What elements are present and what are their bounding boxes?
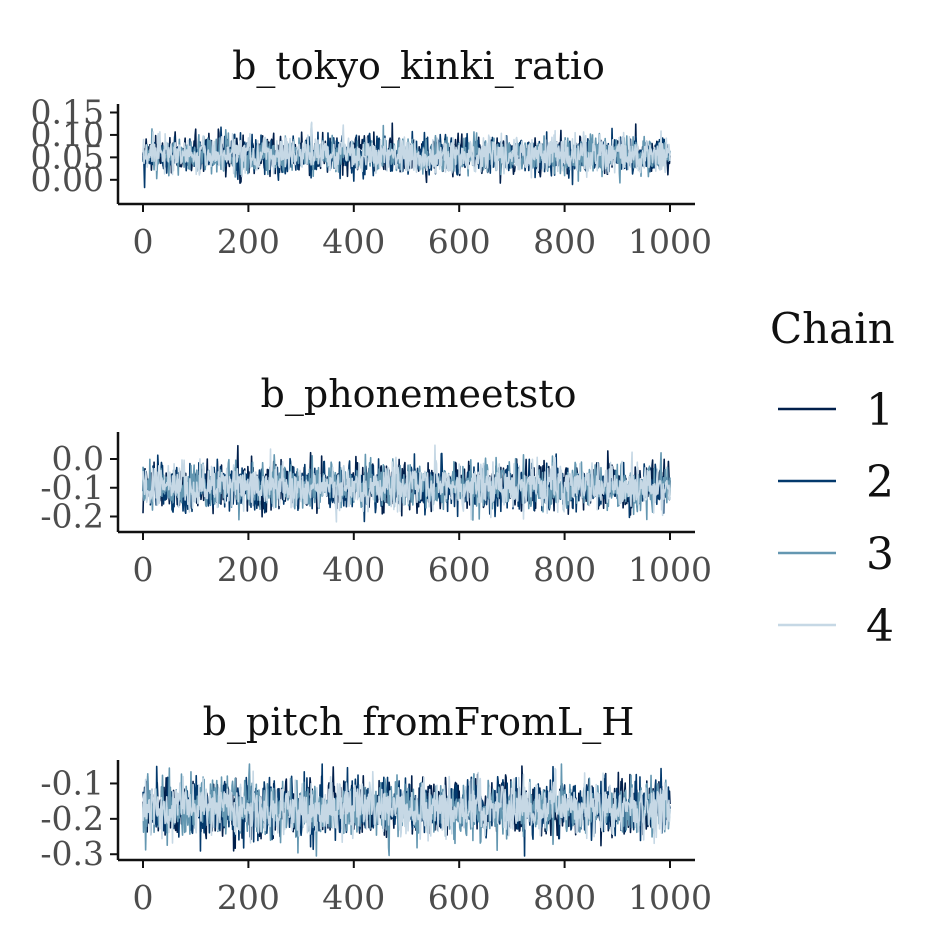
x-tick-label: 800: [533, 222, 596, 261]
x-tick-label: 400: [322, 222, 385, 261]
x-tick-label: 600: [428, 878, 491, 917]
trace-lines: [142, 121, 671, 189]
x-tick-label: 1000: [628, 878, 712, 917]
y-tick-label: 0.10: [31, 115, 104, 154]
x-tick-label: 400: [322, 878, 385, 917]
x-tick-label: 200: [217, 550, 280, 589]
trace-line-chain-4: [142, 767, 671, 845]
legend-label: 4: [866, 601, 894, 652]
legend-item-chain-3: 3: [778, 529, 894, 580]
y-tick-label: 0.15: [31, 92, 104, 131]
trace-panel-1: b_tokyo_kinki_ratio 0.000.050.100.15 0 200 4…: [31, 44, 712, 261]
y-tick-label: -0.2: [40, 799, 104, 838]
legend-title: Chain: [770, 304, 895, 353]
x-tick-label: 200: [217, 222, 280, 261]
legend-item-chain-1: 1: [778, 385, 894, 436]
x-tick-label: 0: [133, 878, 154, 917]
legend-label: 1: [866, 385, 894, 436]
x-tick-label: 1000: [628, 222, 712, 261]
legend-item-chain-2: 2: [778, 457, 894, 508]
y-tick-label: 0.00: [31, 160, 104, 199]
y-tick-label: 0.0: [52, 439, 104, 478]
trace-lines: [142, 763, 671, 857]
x-tick-label: 800: [533, 878, 596, 917]
y-tick-label: 0.05: [31, 137, 104, 176]
x-tick-label: 800: [533, 550, 596, 589]
legend-label: 3: [866, 529, 894, 580]
legend-items: 1 2 3 4: [778, 385, 894, 652]
trace-line-chain-4: [142, 444, 671, 523]
y-tick-label: -0.1: [40, 468, 104, 507]
trace-lines: [142, 444, 671, 523]
chain-legend: Chain 1 2 3 4: [770, 304, 895, 652]
panel-title: b_tokyo_kinki_ratio: [232, 44, 605, 89]
y-tick-label: -0.1: [40, 763, 104, 802]
x-tick-label: 0: [133, 550, 154, 589]
x-tick-label: 0: [133, 222, 154, 261]
trace-line-chain-4: [142, 121, 671, 179]
panel-title: b_phonemeetsto: [261, 372, 577, 417]
trace-panel-2: b_phonemeetsto -0.2-0.10.0 0 200 400 600 800 10…: [40, 372, 712, 589]
legend-label: 2: [866, 457, 894, 508]
x-tick-label: 200: [217, 878, 280, 917]
y-tick-label: -0.3: [40, 834, 104, 873]
y-tick-label: -0.2: [40, 497, 104, 536]
x-tick-label: 600: [428, 550, 491, 589]
x-tick-label: 400: [322, 550, 385, 589]
x-tick-label: 600: [428, 222, 491, 261]
panel-title: b_pitch_fromFromL_H: [203, 700, 635, 745]
x-tick-label: 1000: [628, 550, 712, 589]
trace-panel-3: b_pitch_fromFromL_H -0.3-0.2-0.1 0 200 400 60…: [40, 700, 712, 917]
legend-item-chain-4: 4: [778, 601, 894, 652]
